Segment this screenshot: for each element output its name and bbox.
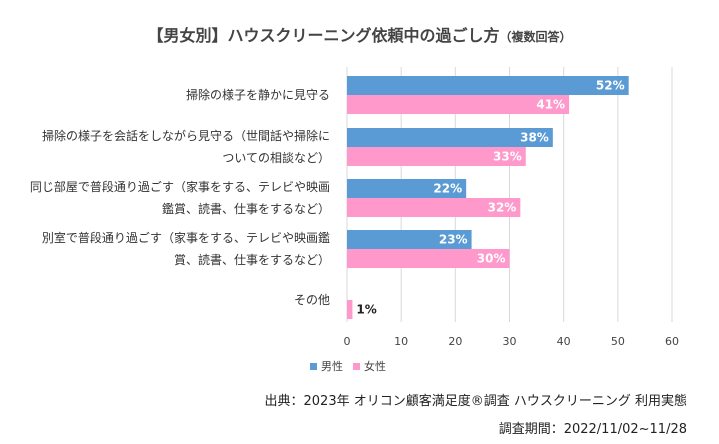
legend-item-female: 女性	[353, 358, 386, 374]
data-label: 52%	[596, 79, 625, 93]
bar-male	[347, 128, 553, 147]
chart-title-main: 【男女別】ハウスクリーニング依頼中の過ごし方	[147, 26, 500, 45]
bar-female	[347, 249, 510, 268]
bar-male	[347, 179, 467, 198]
data-label: 30%	[477, 252, 506, 266]
legend-swatch-female	[353, 362, 360, 370]
data-label: 33%	[493, 150, 522, 164]
survey-period: 調査期間：2022/11/02~11/28	[498, 422, 687, 437]
data-label: 38%	[520, 131, 549, 145]
bar-female	[347, 95, 570, 114]
legend-label-female: 女性	[364, 360, 386, 373]
category-label: 掃除の様子を会話をしながら見守る（世間話や掃除に	[42, 128, 330, 143]
data-label: 1%	[356, 303, 376, 317]
x-tick-label: 10	[394, 335, 408, 348]
chart-title-sub: （複数回答）	[499, 30, 572, 44]
chart-title: 【男女別】ハウスクリーニング依頼中の過ごし方（複数回答）	[0, 22, 719, 46]
bar-female	[347, 300, 353, 319]
bar-female	[347, 147, 526, 166]
category-label: ついての相談など）	[222, 150, 330, 165]
legend: 男性 女性	[310, 358, 386, 374]
data-label: 41%	[536, 98, 565, 112]
category-label: 同じ部屋で普段通り過ごす（家事をする、テレビや映画	[30, 179, 330, 194]
category-label: 掃除の様子を静かに見守る	[186, 87, 330, 102]
category-label: 鑑賞、読書、仕事をするなど）	[162, 201, 330, 216]
x-tick-label: 30	[503, 335, 517, 348]
bar-male	[347, 76, 629, 95]
x-tick-label: 20	[448, 335, 462, 348]
data-label: 22%	[433, 182, 462, 196]
bar-female	[347, 198, 521, 217]
x-tick-label: 0	[344, 335, 351, 348]
data-label: 23%	[439, 233, 468, 247]
bar-male	[347, 230, 472, 249]
x-tick-label: 60	[665, 335, 679, 348]
data-label: 32%	[488, 201, 517, 215]
legend-swatch-male	[310, 362, 317, 370]
category-label: 賞、読書、仕事をするなど）	[174, 252, 330, 267]
legend-item-male: 男性	[310, 358, 343, 374]
x-tick-label: 50	[611, 335, 625, 348]
legend-label-male: 男性	[321, 360, 343, 373]
source-note: 出典：2023年 オリコン顧客満足度®調査 ハウスクリーニング 利用実態	[264, 394, 687, 409]
category-label: その他	[294, 293, 330, 307]
x-tick-label: 40	[557, 335, 571, 348]
category-label: 別室で普段通り過ごす（家事をする、テレビや映画鑑	[42, 230, 330, 245]
